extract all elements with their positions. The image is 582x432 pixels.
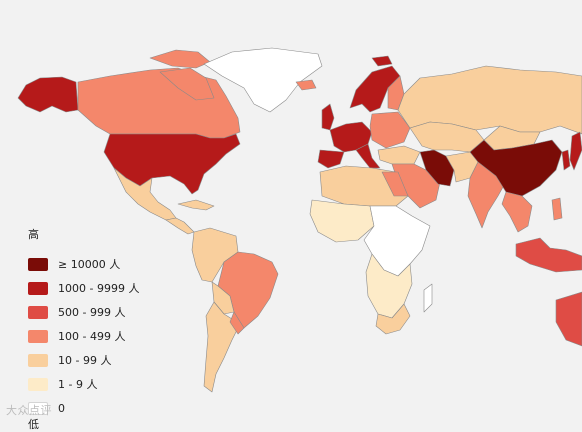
region-iberia[interactable] <box>317 149 345 169</box>
region-mexico[interactable] <box>113 167 177 221</box>
region-svalbard[interactable] <box>371 55 393 67</box>
legend-label: 10 - 99 人 <box>58 354 112 367</box>
region-iceland[interactable] <box>295 79 317 91</box>
legend-swatch <box>28 281 48 295</box>
region-canada-islands[interactable] <box>149 49 211 69</box>
legend-label: 0 <box>58 401 65 415</box>
region-uk[interactable] <box>321 103 335 131</box>
region-egypt[interactable] <box>381 171 409 197</box>
region-iran[interactable] <box>419 149 455 187</box>
region-greenland[interactable] <box>203 47 323 113</box>
legend-title: 高 <box>28 228 39 241</box>
legend-item[interactable]: 100 - 499 人 <box>28 324 139 348</box>
legend-item[interactable]: ≥ 10000 人 <box>28 252 139 276</box>
legend-item[interactable]: 10 - 99 人 <box>28 348 139 372</box>
legend-swatch <box>28 353 48 367</box>
legend-label: ≥ 10000 人 <box>58 258 121 271</box>
region-philippines[interactable] <box>551 197 563 221</box>
region-korea[interactable] <box>561 149 571 171</box>
legend-low-label: 低 <box>28 418 39 431</box>
legend-swatch <box>28 329 48 343</box>
region-south-africa[interactable] <box>375 303 411 335</box>
region-alaska[interactable] <box>17 76 79 113</box>
region-southeast-asia[interactable] <box>501 191 533 233</box>
region-indonesia[interactable] <box>515 237 582 273</box>
region-japan[interactable] <box>569 131 582 171</box>
region-china[interactable] <box>469 139 563 197</box>
legend-swatch <box>28 401 48 415</box>
region-west-africa[interactable] <box>309 199 375 243</box>
region-nw-south-america[interactable] <box>191 227 239 283</box>
region-madagascar[interactable] <box>423 283 433 313</box>
region-eastern-europe[interactable] <box>369 111 411 149</box>
legend-item[interactable]: 1000 - 9999 人 <box>28 276 139 300</box>
legend-swatch <box>28 377 48 391</box>
legend-label: 100 - 499 人 <box>58 330 126 343</box>
legend: 高 ≥ 10000 人 1000 - 9999 人 500 - 999 人 100 -… <box>28 226 139 420</box>
region-australia[interactable] <box>555 291 582 347</box>
region-turkey[interactable] <box>377 145 421 165</box>
region-caribbean[interactable] <box>177 199 215 211</box>
legend-swatch <box>28 305 48 319</box>
region-italy[interactable] <box>355 143 381 169</box>
legend-swatch <box>28 257 48 271</box>
region-canada[interactable] <box>77 67 241 139</box>
region-central-america[interactable] <box>165 217 195 235</box>
legend-item[interactable]: 1 - 9 人 <box>28 372 139 396</box>
legend-item[interactable]: 500 - 999 人 <box>28 300 139 324</box>
region-uruguay[interactable] <box>229 311 245 335</box>
legend-label: 1 - 9 人 <box>58 378 98 391</box>
region-canada-islands[interactable] <box>159 67 215 101</box>
legend-item[interactable]: 0 <box>28 396 139 420</box>
watermark: 大众点评 <box>6 404 52 417</box>
legend-label: 1000 - 9999 人 <box>58 282 140 295</box>
legend-label: 500 - 999 人 <box>58 306 126 319</box>
